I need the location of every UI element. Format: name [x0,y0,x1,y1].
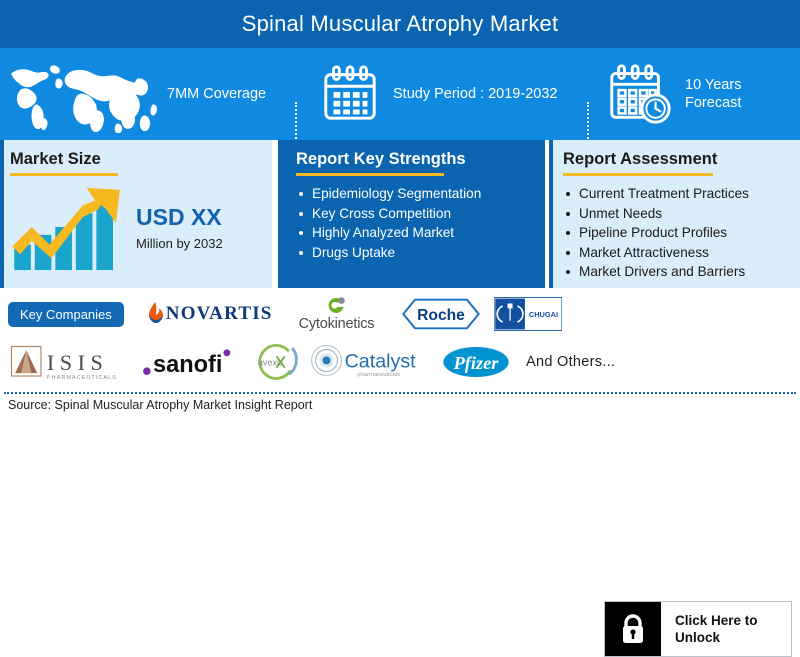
logo-pfizer: Pfizer [442,344,510,380]
logo-avexis: avexis [248,343,300,381]
click-here-to-unlock-button[interactable]: Click Here to Unlock [604,601,792,657]
heading-rule [10,173,118,176]
cytokinetics-wordmark: Cytokinetics [298,316,375,332]
list-item: Key Cross Competition [296,204,536,224]
logo-row-1: Key Companies NOVARTIS Cytokinetics [0,290,800,338]
heading-rule [563,173,713,176]
svg-text:I S I S: I S I S [47,350,103,375]
svg-text:Roche: Roche [417,307,465,324]
list-item: Highly Analyzed Market [296,223,536,243]
forecast-label-line2: Forecast [685,95,742,111]
logo-sanofi: sanofi [142,346,234,378]
heading-rule [296,173,444,176]
list-item: Current Treatment Practices [563,184,797,204]
market-size-value: USD XX [136,203,222,230]
and-others-label: And Others... [526,354,616,370]
panel-right-accent [549,140,553,288]
coverage-label: 7MM Coverage [167,85,267,102]
logo-chugai: CHUGAI [494,297,563,331]
header-strip: 7MM Coverage Study Period : 2019-2 [0,48,800,182]
isis-pharmaceuticals-icon: I S I S PHARMACEUTICALS [10,345,117,381]
unlock-label-line1: Click Here to [675,613,758,628]
world-map-icon [10,65,157,133]
key-strengths-list: Epidemiology Segmentation Key Cross Comp… [296,184,536,262]
logo-catalyst: Catalyst pharmaceuticals [310,342,428,382]
sanofi-wordmark-icon: sanofi [143,349,231,378]
market-size-heading: Market Size [10,150,101,168]
logo-isis: I S I S PHARMACEUTICALS [10,342,128,382]
catalyst-sub-wordmark: pharmaceuticals [357,372,400,378]
avexis-mark-icon: avexis [258,344,298,380]
list-item: Pipeline Product Profiles [563,223,797,243]
header-coverage-cell: 7MM Coverage [0,48,295,140]
pfizer-wordmark-icon: Pfizer [443,347,509,377]
key-companies-chip: Key Companies [8,301,124,327]
unlock-label-line2: Unlock [675,630,721,645]
market-size-panel: Market Size [0,140,272,288]
calendar-clock-icon [610,64,671,124]
study-period-label: Study Period : 2019-2032 [393,85,558,102]
svg-text:avexis: avexis [258,357,284,367]
middle-band: Market Size [0,140,800,288]
lock-icon [605,602,661,656]
isis-sub-wordmark: PHARMACEUTICALS [47,375,117,381]
svg-text:Pfizer: Pfizer [453,353,500,373]
novartis-wordmark: NOVARTIS [165,303,273,324]
footer-separator [4,392,796,394]
growth-bar-chart-arrow-icon [12,187,120,271]
logo-roche: Roche [402,297,481,331]
forecast-label-line1: 10 Years [685,76,742,93]
key-strengths-heading: Report Key Strengths [296,150,466,168]
svg-text:Catalyst: Catalyst [345,351,417,373]
novartis-flame-icon [148,302,163,323]
title-bar: Spinal Muscular Atrophy Market [0,0,800,48]
key-companies-area: Key Companies NOVARTIS Cytokinetics [0,288,800,657]
list-item: Unmet Needs [563,204,797,224]
page-title: Spinal Muscular Atrophy Market [241,11,559,36]
market-size-subtitle: Million by 2032 [136,235,223,251]
report-assessment-list: Current Treatment Practices Unmet Needs … [563,184,797,282]
header-forecast-cell: 10 Years Forecast [589,48,800,140]
list-item: Drugs Uptake [296,243,536,263]
forecast-label: 10 Years Forecast [685,76,741,112]
list-item: Epidemiology Segmentation [296,184,536,204]
logo-novartis: NOVARTIS [146,301,273,327]
header-study-period-cell: Study Period : 2019-2032 [297,48,587,140]
chugai-wordmark: CHUGAI [529,310,558,319]
list-item: Market Attractiveness [563,243,797,263]
key-strengths-panel: Report Key Strengths Epidemiology Segmen… [278,140,545,288]
chugai-mark-icon: CHUGAI [494,297,563,331]
svg-text:sanofi: sanofi [153,352,223,378]
roche-hexagon-icon: Roche [402,298,481,330]
source-footer: Source: Spinal Muscular Atrophy Market I… [8,398,313,412]
catalyst-pharmaceuticals-icon: Catalyst pharmaceuticals [311,344,417,378]
list-item: Market Drivers and Barriers [563,262,797,282]
unlock-label: Click Here to Unlock [675,612,758,646]
logo-row-2: I S I S PHARMACEUTICALS sanofi avexis [0,338,800,386]
report-assessment-panel: Report Assessment Current Treatment Prac… [549,140,800,288]
cytokinetics-mark-icon [329,297,346,313]
report-assessment-heading: Report Assessment [563,150,718,168]
calendar-icon [324,65,376,120]
panel-left-accent [0,140,4,288]
logo-cytokinetics: Cytokinetics [299,296,375,332]
